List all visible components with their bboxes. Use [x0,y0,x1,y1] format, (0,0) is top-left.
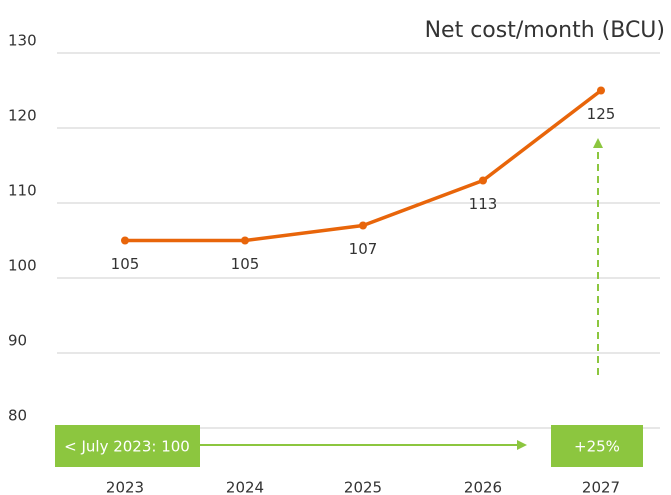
y-tick-label: 80 [8,407,27,425]
increase-box [551,425,643,467]
point [121,236,129,245]
y-tick-label: 130 [8,32,37,50]
line [125,89,603,243]
value-label: 107 [349,240,378,258]
y-tick-label: 90 [8,332,27,350]
y-tick-label: 110 [8,182,37,200]
value-label: 125 [587,105,616,123]
x-tick-label: 2026 [464,479,502,495]
value-label: 105 [111,255,140,273]
point [359,221,367,230]
x-tick-label: 2025 [344,479,382,495]
value-label: 113 [469,195,498,213]
y-tick-label: 120 [8,107,37,125]
baseline-label: < July 2023: 100 [64,438,190,456]
point [597,86,605,95]
value-label: 105 [231,255,260,273]
point [241,236,249,245]
y-tick-label: 100 [8,257,37,275]
x-tick-label: 2024 [226,479,264,495]
increase-label: +25% [574,438,620,456]
x-tick-label: 2023 [106,479,144,495]
x-tick-label: 2027 [582,479,620,495]
baseline-box [55,425,200,467]
point [479,176,487,185]
chart-title: Net cost/month (BCU) [425,18,665,43]
